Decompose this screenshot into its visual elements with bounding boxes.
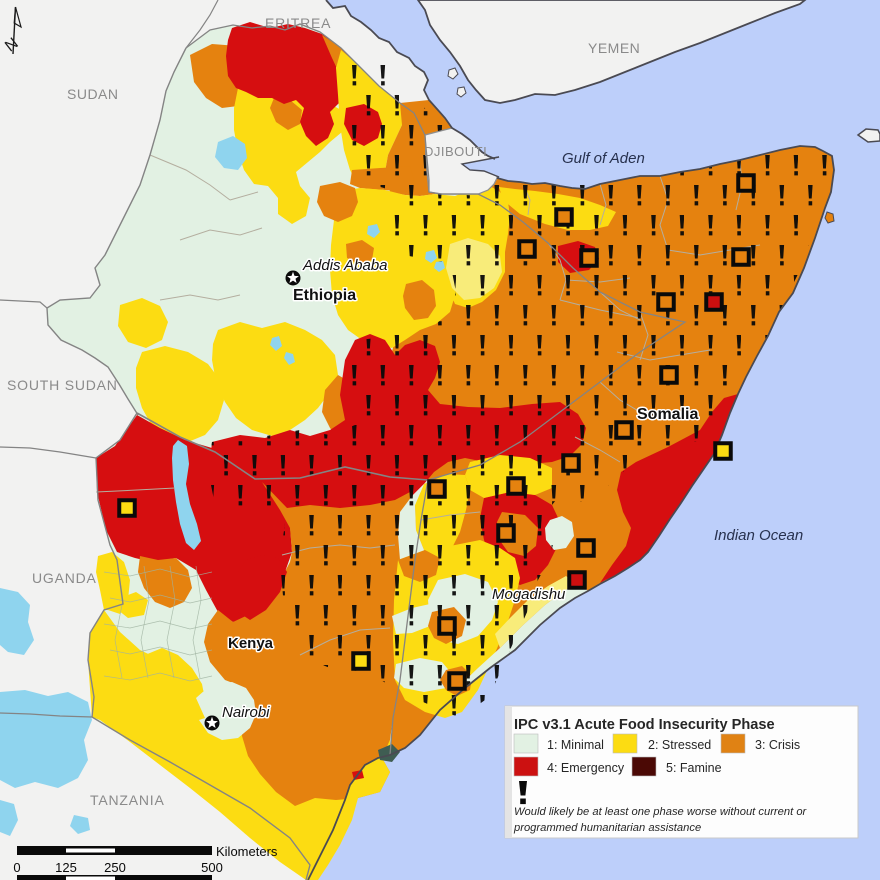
svg-text:125: 125 — [55, 860, 77, 875]
svg-text:3: Crisis: 3: Crisis — [755, 738, 800, 752]
svg-text:Somalia: Somalia — [637, 406, 698, 423]
svg-text:ERITREA: ERITREA — [265, 15, 331, 31]
svg-text:DJIBOUTI: DJIBOUTI — [424, 144, 487, 159]
svg-text:Nairobi: Nairobi — [222, 704, 270, 721]
svg-text:Indian Ocean: Indian Ocean — [714, 527, 803, 544]
svg-text:5: Famine: 5: Famine — [666, 761, 722, 775]
svg-text:4: Emergency: 4: Emergency — [547, 761, 625, 775]
svg-text:Mogadishu: Mogadishu — [492, 586, 566, 603]
svg-text:Gulf of Aden: Gulf of Aden — [562, 150, 645, 167]
svg-text:SOUTH SUDAN: SOUTH SUDAN — [7, 377, 118, 393]
svg-text:YEMEN: YEMEN — [588, 40, 640, 56]
svg-text:0: 0 — [13, 860, 20, 875]
svg-text:Addis Ababa: Addis Ababa — [302, 257, 388, 274]
svg-text:Kilometers: Kilometers — [216, 844, 278, 859]
svg-text:500: 500 — [201, 860, 223, 875]
svg-text:1: Minimal: 1: Minimal — [547, 738, 604, 752]
svg-text:250: 250 — [104, 860, 126, 875]
svg-text:UGANDA: UGANDA — [32, 570, 97, 586]
svg-text:2: Stressed: 2: Stressed — [648, 738, 711, 752]
svg-text:IPC v3.1 Acute Food Insecurity: IPC v3.1 Acute Food Insecurity Phase — [514, 717, 775, 733]
svg-text:Ethiopia: Ethiopia — [293, 287, 356, 304]
svg-text:Kenya: Kenya — [228, 635, 274, 652]
svg-text:Would likely be at least one p: Would likely be at least one phase worse… — [514, 806, 808, 818]
svg-text:SUDAN: SUDAN — [67, 86, 119, 102]
svg-text:programmed humanitarian assist: programmed humanitarian assistance — [513, 822, 701, 834]
svg-text:TANZANIA: TANZANIA — [90, 792, 165, 808]
